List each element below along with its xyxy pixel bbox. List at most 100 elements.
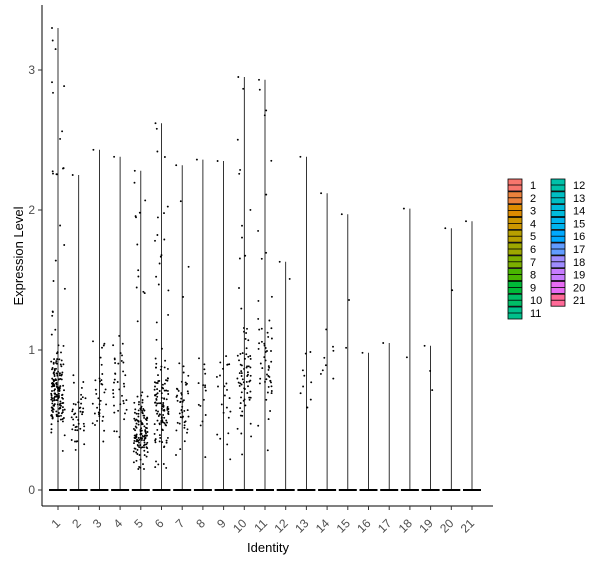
point-9 (223, 394, 226, 397)
point-1 (55, 393, 58, 396)
y-tick-label: 2 (28, 203, 35, 217)
point-1 (51, 402, 54, 405)
point-10 (241, 378, 244, 381)
point-10 (239, 382, 242, 385)
point-8 (197, 403, 200, 406)
point-5 (135, 440, 138, 443)
point-7 (187, 392, 190, 395)
point-11 (270, 327, 273, 330)
point-7 (186, 428, 189, 431)
point-10 (244, 357, 246, 360)
point-8 (204, 456, 207, 459)
point-4 (121, 394, 123, 397)
point-max-15 (340, 213, 343, 216)
point-11 (265, 193, 268, 196)
point-4 (122, 399, 125, 402)
point-6 (155, 275, 158, 278)
point-9 (223, 385, 226, 388)
point-1 (58, 374, 61, 377)
point-6 (158, 440, 161, 443)
point-max-5 (133, 169, 136, 172)
point-1 (51, 39, 54, 42)
point-7 (176, 394, 179, 397)
point-10 (244, 337, 247, 340)
point-6 (153, 381, 156, 384)
point-6 (163, 389, 166, 392)
point-10 (244, 404, 247, 407)
point-3 (101, 373, 104, 375)
point-6 (155, 321, 158, 324)
x-axis-title: Identity (247, 540, 289, 555)
point-2 (82, 381, 85, 383)
point-5 (136, 448, 139, 451)
point-10 (247, 385, 249, 388)
point-max-13 (299, 155, 302, 158)
point-1 (52, 91, 54, 94)
point-max-7 (175, 164, 178, 167)
point-1 (51, 81, 53, 84)
point-1 (58, 358, 61, 361)
point-5 (143, 468, 145, 470)
point-1 (51, 400, 54, 402)
violin-base-5 (131, 489, 150, 491)
point-2 (70, 439, 73, 441)
point-1 (60, 359, 63, 362)
point-1 (63, 287, 66, 290)
point-5 (133, 439, 136, 442)
point-1 (50, 428, 53, 431)
point-1 (53, 385, 56, 387)
point-6 (160, 407, 163, 410)
point-6 (156, 392, 159, 395)
point-7 (180, 380, 183, 383)
point-4 (112, 396, 115, 399)
point-7 (178, 362, 181, 365)
point-1 (59, 137, 62, 140)
point-6 (163, 409, 166, 412)
point-8 (199, 424, 202, 427)
point-7 (182, 399, 185, 402)
point-4 (122, 370, 125, 373)
point-13 (299, 392, 302, 395)
point-14 (332, 349, 335, 352)
point-11 (265, 378, 268, 381)
point-1 (57, 412, 60, 414)
point-5 (134, 408, 137, 411)
point-2 (77, 418, 80, 421)
point-max-12 (278, 260, 281, 263)
x-tick-label: 7 (173, 516, 188, 531)
point-max-11 (258, 78, 260, 81)
x-tick-label: 1 (48, 516, 63, 531)
x-tick-label: 19 (416, 516, 436, 536)
point-6 (156, 388, 159, 391)
point-1 (50, 414, 53, 416)
point-2 (74, 403, 77, 406)
point-5 (145, 432, 147, 435)
point-5 (144, 437, 147, 440)
x-tick-label: 21 (458, 516, 478, 536)
legend-label-21: 21 (573, 295, 585, 307)
point-3 (97, 397, 100, 400)
point-6 (155, 393, 158, 396)
point-10 (245, 353, 248, 356)
x-tick-label: 10 (230, 516, 250, 536)
point-3 (102, 415, 105, 418)
point-11 (268, 366, 271, 369)
point-1 (59, 224, 62, 227)
point-2 (84, 397, 87, 400)
x-tick-label: 2 (69, 516, 84, 531)
point-6 (162, 405, 165, 408)
point-20 (451, 289, 454, 292)
point-5 (134, 429, 137, 432)
violin-base-15 (338, 489, 357, 491)
legend-label-5: 5 (530, 231, 536, 243)
point-1 (62, 417, 65, 419)
point-10 (236, 377, 239, 380)
point-1 (54, 393, 57, 395)
point-4 (123, 418, 126, 421)
point-11 (270, 392, 273, 395)
point-1 (51, 170, 54, 173)
point-5 (135, 412, 138, 415)
point-1 (54, 259, 57, 262)
legend-label-4: 4 (530, 218, 536, 230)
